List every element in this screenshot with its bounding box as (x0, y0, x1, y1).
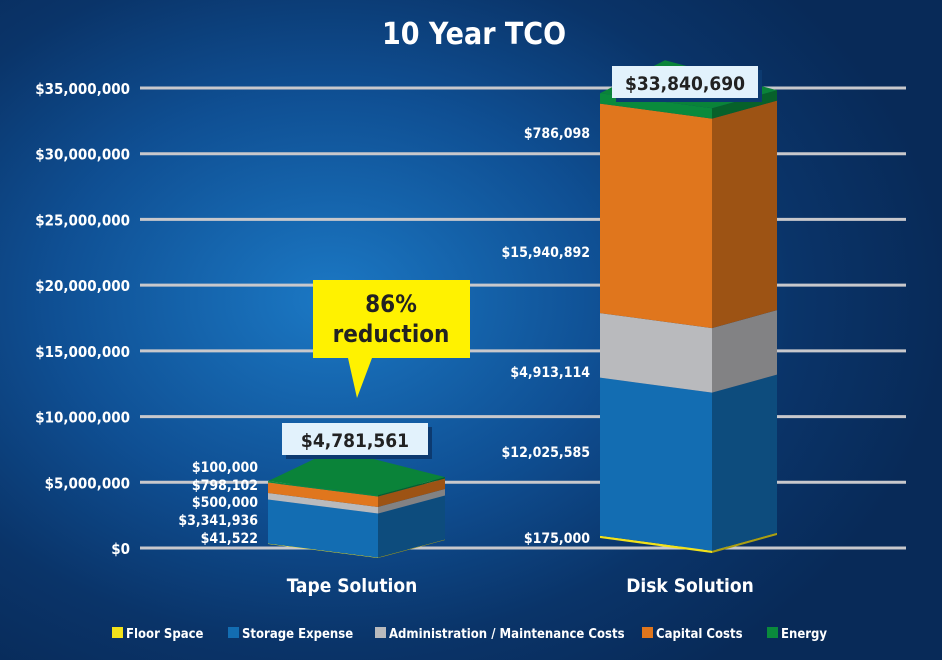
bar-segment-side (712, 100, 777, 329)
segment-value-label: $41,522 (201, 531, 258, 547)
reduction-callout: 86% reduction (313, 280, 470, 398)
legend-swatch (112, 627, 123, 638)
legend-swatch (642, 627, 653, 638)
bar-segment-front (268, 481, 378, 497)
y-tick-label: $15,000,000 (35, 343, 130, 361)
segment-value-label: $798,102 (192, 478, 258, 494)
segment-value-label: $15,940,892 (502, 245, 590, 261)
bar-top-face (268, 449, 445, 496)
y-tick-label: $20,000,000 (35, 277, 130, 295)
segment-value-label: $100,000 (192, 460, 258, 476)
total-value: $33,840,690 (625, 73, 745, 95)
bar-segment-front (268, 482, 378, 507)
bar-segment-side (378, 477, 445, 497)
bar-segment-side (712, 374, 777, 551)
callout-text: reduction (333, 320, 450, 348)
legend-label: Capital Costs (656, 627, 743, 642)
legend-label: Floor Space (126, 627, 204, 642)
bar-segment-side (378, 478, 445, 507)
segment-value-label: $786,098 (524, 126, 590, 142)
legend-label: Storage Expense (242, 627, 353, 642)
y-tick-label: $25,000,000 (35, 211, 130, 229)
bar-segment-front (600, 103, 712, 329)
bar-segment-front (600, 377, 712, 551)
bar-segment-front (268, 543, 378, 558)
total-value: $4,781,561 (301, 430, 409, 452)
y-tick-label: $5,000,000 (45, 474, 130, 492)
callout-percent: 86% (365, 290, 417, 318)
segment-value-label: $3,341,936 (178, 513, 258, 529)
y-tick-label: $30,000,000 (35, 146, 130, 164)
bar-segment-side (712, 532, 777, 553)
y-tick-label: $10,000,000 (35, 409, 130, 427)
segment-value-label: $12,025,585 (502, 445, 590, 461)
bar-segment-side (712, 310, 777, 393)
segment-value-label: $175,000 (524, 531, 590, 547)
legend-swatch (767, 627, 778, 638)
total-box (612, 66, 758, 98)
bar-segment-side (378, 488, 445, 514)
legend-swatch (228, 627, 239, 638)
legend-swatch (375, 627, 386, 638)
y-tick-label: $0 (111, 540, 130, 558)
legend-label: Energy (781, 627, 827, 642)
legend-label: Administration / Maintenance Costs (389, 627, 625, 642)
bar-segment-front (268, 499, 378, 558)
x-category-label: Disk Solution (626, 575, 754, 597)
segment-value-label: $4,913,114 (510, 365, 590, 381)
segment-value-label: $500,000 (192, 495, 258, 511)
y-tick-label: $35,000,000 (35, 80, 130, 98)
bar-segment-front (600, 313, 712, 393)
bar-segment-front (600, 535, 712, 553)
total-box (282, 423, 428, 455)
bar-segment-side (378, 495, 445, 558)
x-category-label: Tape Solution (287, 575, 418, 597)
bar-segment-front (268, 492, 378, 514)
chart-title: 10 Year TCO (382, 17, 566, 52)
bar-segment-side (378, 539, 445, 558)
